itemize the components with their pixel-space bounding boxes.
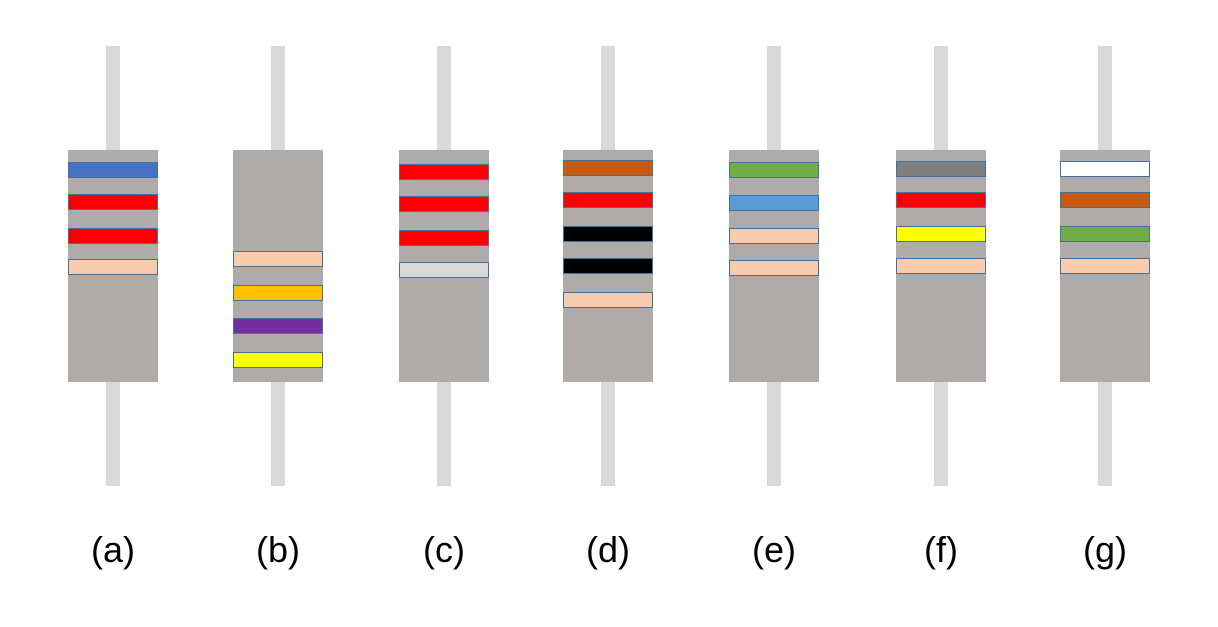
resistor-a: (a) (53, 0, 173, 627)
color-band-peach (68, 259, 158, 275)
lead-bottom (934, 378, 948, 486)
resistor-label: (e) (752, 529, 796, 570)
lead-top (106, 46, 120, 152)
color-band-black (563, 258, 653, 274)
resistor-label: (b) (256, 529, 300, 570)
color-band-green (1060, 226, 1150, 242)
lead-top (437, 46, 451, 152)
color-band-purple (233, 318, 323, 334)
resistor-e: (e) (714, 0, 834, 627)
color-band-red (399, 230, 489, 246)
color-band-peach (233, 251, 323, 267)
resistor-label: (a) (91, 529, 135, 570)
resistor-b: (b) (218, 0, 338, 627)
resistor-label: (c) (423, 529, 465, 570)
color-band-peach (729, 228, 819, 244)
color-band-red (68, 194, 158, 210)
resistor-g: (g) (1045, 0, 1165, 627)
color-band-peach (563, 292, 653, 308)
color-band-red (399, 196, 489, 212)
lead-bottom (437, 378, 451, 486)
resistor-d: (d) (548, 0, 668, 627)
resistor-label: (g) (1083, 529, 1127, 570)
color-band-peach (896, 258, 986, 274)
color-band-red (563, 192, 653, 208)
color-band-white (1060, 161, 1150, 177)
color-band-light-gray (399, 262, 489, 278)
color-band-peach (729, 260, 819, 276)
color-band-blue (68, 162, 158, 178)
lead-top (601, 46, 615, 152)
lead-bottom (271, 378, 285, 486)
color-band-yellow (896, 226, 986, 242)
resistor-label: (d) (586, 529, 630, 570)
lead-top (767, 46, 781, 152)
lead-top (271, 46, 285, 152)
color-band-orange (233, 285, 323, 301)
lead-top (934, 46, 948, 152)
resistor-f: (f) (881, 0, 1001, 627)
color-band-yellow (233, 352, 323, 368)
color-band-black (563, 226, 653, 242)
lead-bottom (106, 378, 120, 486)
color-band-light-blue (729, 195, 819, 211)
color-band-red (896, 192, 986, 208)
color-band-green (729, 162, 819, 178)
color-band-red (399, 164, 489, 180)
color-band-brown (1060, 192, 1150, 208)
color-band-brown (563, 160, 653, 176)
lead-bottom (1098, 378, 1112, 486)
color-band-red (68, 228, 158, 244)
resistor-label: (f) (924, 529, 958, 570)
color-band-gray (896, 161, 986, 177)
resistor-c: (c) (384, 0, 504, 627)
lead-bottom (767, 378, 781, 486)
lead-top (1098, 46, 1112, 152)
color-band-peach (1060, 258, 1150, 274)
lead-bottom (601, 378, 615, 486)
